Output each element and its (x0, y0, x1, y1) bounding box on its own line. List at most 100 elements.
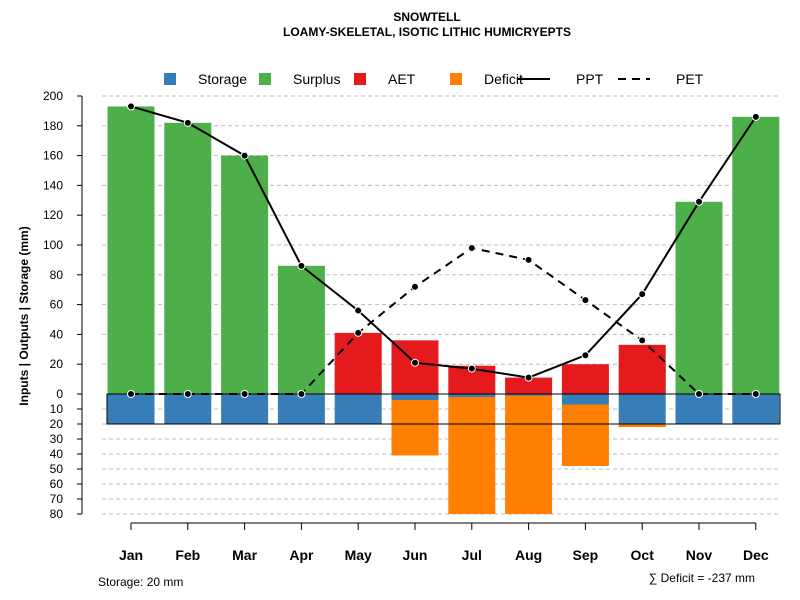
surplus-bar (164, 122, 212, 394)
deficit-bar (391, 400, 439, 456)
storage-bar (277, 394, 325, 424)
storage-capacity-box (106, 393, 781, 425)
x-tick-label: Dec (743, 547, 769, 563)
storage-bar (732, 394, 780, 424)
legend-swatch (164, 73, 176, 85)
deficit-bar (561, 404, 609, 466)
x-tick-label: Apr (289, 547, 314, 563)
x-tick-label: Jun (403, 547, 428, 563)
legend-label: PET (676, 71, 704, 87)
y-tick-label: 10 (50, 402, 64, 416)
pet-point (411, 282, 419, 291)
legend-label: PPT (576, 71, 604, 87)
axes: 0204060801001201401601802001020304050607… (43, 89, 769, 563)
y-tick-label: 50 (50, 462, 64, 476)
y-tick-label: 70 (50, 492, 64, 506)
storage-bar (164, 394, 212, 424)
ppt-point (467, 364, 476, 373)
legend-swatch (354, 73, 366, 85)
ppt-point (183, 118, 192, 127)
ppt-point (638, 290, 647, 299)
gridlines (102, 95, 780, 515)
ppt-point (695, 197, 703, 206)
x-tick-label: Feb (175, 547, 200, 563)
y-tick-label: 80 (50, 268, 64, 282)
ppt-point (354, 306, 363, 315)
aet-bar (561, 364, 609, 394)
y-tick-label: 100 (43, 238, 63, 252)
legend-label: Deficit (484, 71, 523, 87)
storage-bar (505, 394, 553, 396)
ppt-point (411, 358, 419, 367)
pet-point (695, 390, 703, 398)
storage-bar (618, 394, 666, 424)
y-tick-label: 60 (50, 477, 64, 491)
pet-line (131, 246, 756, 395)
ppt-point (127, 102, 135, 111)
deficit-bar (618, 424, 666, 427)
pet-point (297, 390, 306, 398)
y-tick-label: 30 (50, 432, 64, 446)
ppt-point (581, 351, 590, 360)
y-tick-label: 80 (50, 507, 64, 521)
y-tick-label: 200 (43, 89, 63, 103)
aet-bar (505, 377, 553, 394)
x-tick-label: Nov (686, 547, 713, 563)
chart-title: SNOWTELL (393, 10, 460, 24)
legend-swatch (450, 73, 462, 85)
pet-point (240, 390, 249, 398)
aet-bar (618, 344, 666, 394)
deficit-note: ∑ Deficit = -237 mm (649, 571, 755, 585)
chart-subtitle: LOAMY-SKELETAL, ISOTIC LITHIC HUMICRYEPT… (283, 25, 571, 39)
x-tick-label: Sep (573, 547, 599, 563)
series-lines (127, 102, 760, 398)
storage-bar (448, 394, 496, 397)
storage-bar (391, 394, 439, 400)
deficit-bar (448, 397, 496, 514)
pet-point (183, 390, 192, 398)
storage-bar (221, 394, 269, 424)
storage-bar (561, 394, 609, 405)
ppt-point (297, 261, 306, 270)
ppt-point (240, 151, 249, 160)
y-tick-label: 180 (43, 119, 63, 133)
y-tick-label: 140 (43, 178, 63, 192)
x-tick-label: May (345, 547, 372, 563)
x-tick-label: Oct (631, 547, 655, 563)
pet-point (467, 243, 476, 252)
storage-note: Storage: 20 mm (98, 575, 183, 589)
legend-label: Storage (198, 71, 247, 87)
surplus-bar (221, 155, 269, 394)
surplus-bar (107, 106, 155, 395)
x-tick-label: Aug (515, 547, 542, 563)
ppt-point (524, 373, 533, 382)
y-tick-label: 0 (56, 387, 63, 401)
y-tick-label: 40 (50, 327, 64, 341)
pet-point (127, 390, 135, 398)
surplus-bar (277, 265, 325, 394)
pet-point (638, 336, 647, 345)
x-tick-label: Jul (462, 547, 482, 563)
aet-bar (334, 332, 382, 394)
pet-point (354, 328, 363, 337)
storage-bar (334, 394, 382, 424)
ppt-point (751, 112, 760, 121)
storage-bar (107, 394, 155, 424)
pet-point (581, 296, 590, 305)
y-tick-label: 20 (50, 357, 64, 371)
y-tick-label: 40 (50, 447, 64, 461)
pet-point (751, 390, 760, 398)
x-tick-label: Jan (119, 547, 143, 563)
y-tick-label: 20 (50, 417, 64, 431)
y-tick-label: 60 (50, 298, 64, 312)
legend: Storage Surplus AET Deficit PPT PET (164, 71, 704, 87)
y-axis-label: Inputs | Outputs | Storage (mm) (17, 226, 31, 405)
storage-bar (675, 394, 723, 424)
pet-point (524, 255, 533, 264)
legend-swatch (259, 73, 271, 85)
legend-label: Surplus (293, 71, 340, 87)
ppt-line (130, 105, 757, 379)
y-tick-label: 160 (43, 149, 63, 163)
bars (106, 106, 781, 514)
